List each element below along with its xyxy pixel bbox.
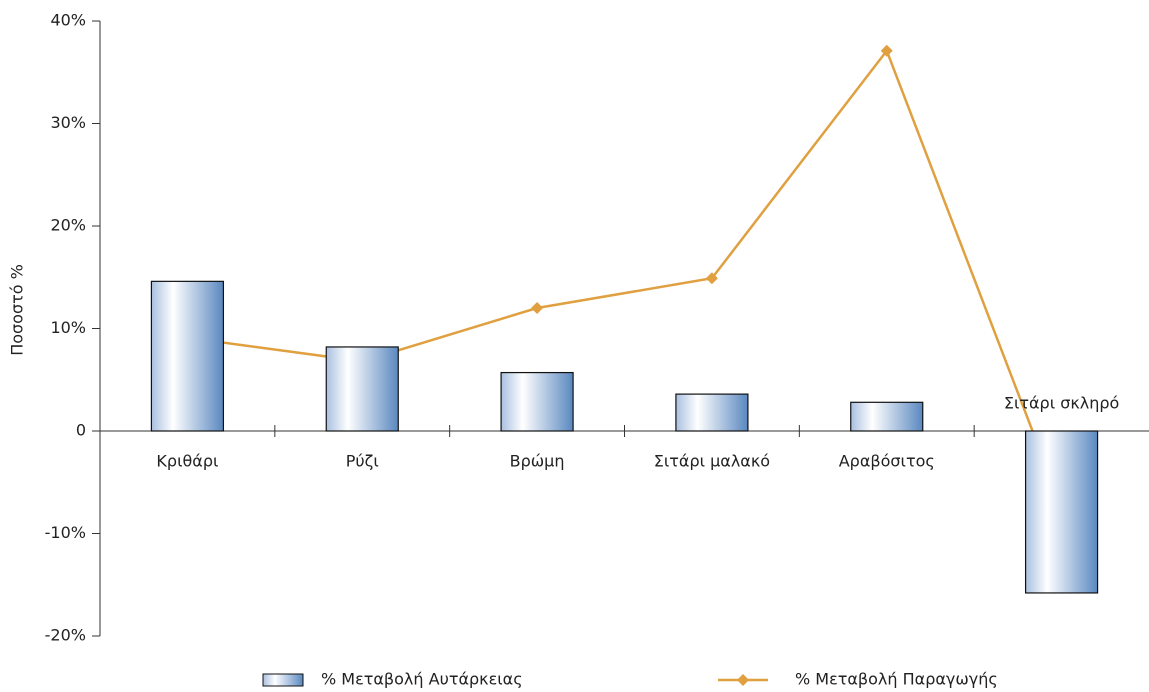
- legend-marker: [737, 674, 749, 686]
- y-tick-label: 0: [76, 421, 86, 440]
- legend-swatch: [262, 673, 304, 687]
- bar: [850, 401, 924, 432]
- line: [187, 48, 1063, 508]
- bar: [675, 393, 749, 432]
- y-tick-label: -20%: [45, 626, 86, 645]
- y-axis-title: Ποσοστό %: [8, 264, 27, 356]
- y-tick-label: -10%: [45, 523, 86, 542]
- x-tick-label: Σιτάρι μαλακό: [654, 452, 770, 471]
- x-tick-label: Σιτάρι σκληρό: [1004, 394, 1119, 413]
- bar: [1024, 430, 1099, 594]
- legend-label: % Μεταβολή Παραγωγής: [795, 670, 998, 689]
- x-tick-label: Κριθάρι: [156, 452, 218, 471]
- y-tick-label: 10%: [50, 318, 86, 337]
- y-tick-label: 30%: [50, 113, 86, 132]
- bar: [500, 371, 574, 432]
- bar: [325, 346, 399, 432]
- line-marker: [705, 272, 718, 285]
- y-tick-label: 40%: [50, 11, 86, 30]
- x-tick-label: Αραβόσιτος: [839, 452, 935, 471]
- x-tick-label: Βρώμη: [510, 452, 565, 471]
- x-tick-label: Ρύζι: [346, 452, 379, 471]
- line-marker: [880, 44, 893, 57]
- legend-label: % Μεταβολή Αυτάρκειας: [321, 670, 523, 689]
- line-marker: [531, 302, 544, 314]
- bar: [150, 280, 225, 432]
- y-tick-label: 20%: [50, 216, 86, 235]
